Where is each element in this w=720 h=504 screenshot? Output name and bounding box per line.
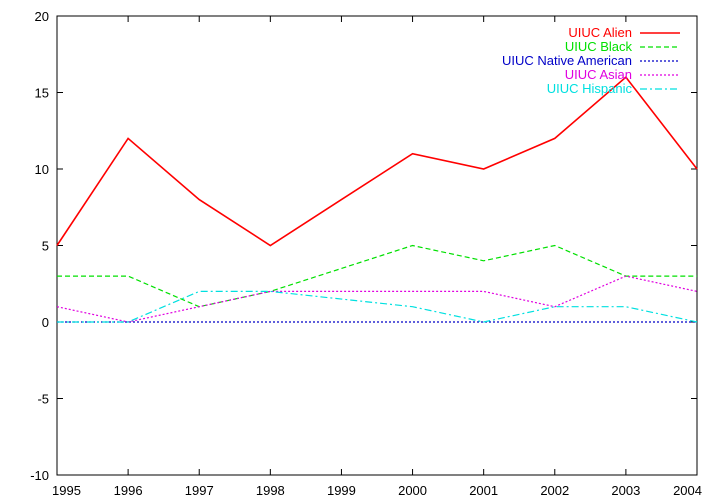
x-tick-label: 2001 [469,483,498,498]
legend-label: UIUC Native American [502,53,632,68]
y-tick-label: 15 [35,86,49,101]
x-tick-label: 1997 [185,483,214,498]
y-tick-label: 0 [42,315,49,330]
y-tick-label: 5 [42,239,49,254]
series-line-4 [56,275,698,323]
x-tick-label: 2004 [673,483,702,498]
series-line-2 [57,244,697,308]
x-tick-label: 1995 [52,483,81,498]
x-tick-label: 2003 [611,483,640,498]
legend-label: UIUC Black [565,39,633,54]
y-tick-label: -5 [37,392,49,407]
x-tick-label: 1998 [256,483,285,498]
y-tick-label: 10 [35,162,49,177]
series-lines [56,76,698,323]
axis-ticks: -10 -5 0 5 10 15 20 1995 1996 1997 1998 1999 2000 200… [30,9,702,498]
y-tick-label: -10 [30,468,49,483]
x-tick-label: 2002 [540,483,569,498]
y-tick-label: 20 [35,9,49,24]
series-line-5 [57,290,698,323]
legend-label: UIUC Alien [568,25,632,40]
x-tick-label: 1996 [114,483,143,498]
legend-label: UIUC Asian [565,67,632,82]
x-tick-label: 1999 [327,483,356,498]
legend-label: UIUC Hispanic [547,81,633,96]
x-tick-label: 2000 [398,483,427,498]
series-line-1 [56,76,698,247]
